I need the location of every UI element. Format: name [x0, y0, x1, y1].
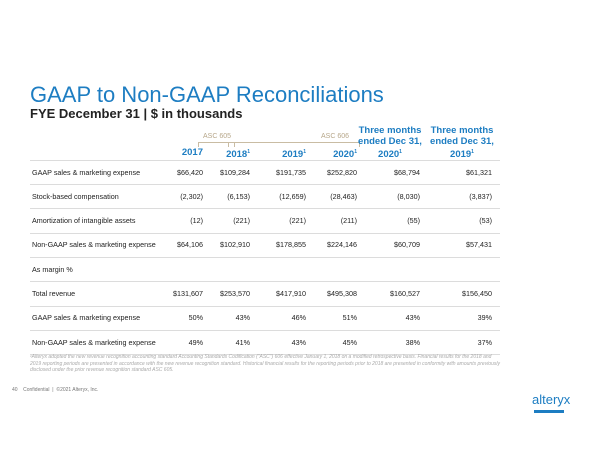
table-cell: $64,106	[177, 240, 203, 250]
table-cell: 45%	[342, 337, 357, 347]
table-cell: 43%	[405, 313, 420, 323]
page-subtitle: FYE December 31 | $ in thousands	[30, 106, 243, 121]
table-cell: (211)	[340, 216, 357, 226]
table-cell: 37%	[477, 337, 492, 347]
table-cell: $191,735	[276, 167, 306, 177]
row-label: As margin %	[32, 264, 73, 274]
column-header-text: Three months ended Dec 31, 2019	[430, 125, 494, 161]
table-cell: (2,302)	[180, 191, 203, 201]
table-cell: 51%	[342, 313, 357, 323]
table-cell: $156,450	[462, 289, 492, 298]
table-cell: $178,855	[276, 240, 306, 250]
page-number: 40	[12, 387, 18, 393]
table-cell: 39%	[477, 313, 492, 323]
table-row: Total revenue $131,607 $253,570 $417,910 $49…	[30, 282, 500, 307]
asc605-bracket	[198, 142, 235, 147]
column-header-text: Three months ended Dec 31, 2020	[358, 125, 422, 161]
table-cell: (3,837)	[469, 191, 492, 201]
asc606-label: ASC 606	[321, 133, 350, 140]
row-label: Non-GAAP sales & marketing expense	[32, 337, 156, 347]
row-label: Non-GAAP sales & marketing expense	[32, 240, 156, 250]
column-header: 2017	[133, 147, 203, 158]
table-cell: (28,463)	[330, 191, 357, 201]
column-header: 20181	[180, 147, 250, 160]
table-cell: (6,153)	[227, 191, 250, 201]
table-cell: $160,527	[390, 289, 420, 298]
row-label: GAAP sales & marketing expense	[32, 167, 141, 177]
table-cell: $102,910	[220, 240, 250, 250]
table-cell: $109,284	[220, 167, 250, 177]
column-header-text: 2019	[282, 149, 304, 161]
table-cell: 41%	[235, 337, 250, 347]
table-cell: $417,910	[276, 289, 306, 298]
table-cell: (55)	[407, 216, 420, 226]
footnote-mark: 1	[471, 149, 474, 155]
table-cell: $60,709	[394, 240, 420, 250]
table-cell: $66,420	[177, 167, 203, 177]
column-header: 20201	[287, 147, 357, 160]
table-row: GAAP sales & marketing expense $66,420 $10…	[30, 160, 500, 185]
row-label: Amortization of intangible assets	[32, 216, 136, 226]
row-label: GAAP sales & marketing expense	[32, 313, 141, 323]
table-row: Non-GAAP sales & marketing expense 49% 41%…	[30, 330, 500, 356]
table-row: Stock-based compensation (2,302) (6,153) (1…	[30, 184, 500, 210]
footnote-mark: 1	[303, 149, 306, 155]
table-cell: (8,030)	[397, 191, 420, 201]
column-header: 20191	[236, 147, 306, 160]
table-cell: (53)	[479, 216, 492, 226]
column-header-text: 2020	[333, 149, 355, 161]
column-header-text: 2018	[226, 149, 248, 161]
column-header: Three months ended Dec 31, 20201	[358, 125, 422, 160]
table-row: GAAP sales & marketing expense 50% 43% 46% 5…	[30, 306, 500, 331]
footnote-mark: 1	[399, 149, 402, 155]
table-cell: $61,321	[466, 167, 492, 177]
table-cell: $224,146	[327, 240, 357, 250]
footnote-mark: 1	[247, 149, 250, 155]
table-cell: $131,607	[173, 289, 203, 298]
asc605-label: ASC 605	[203, 133, 232, 140]
table-cell: 43%	[235, 313, 250, 323]
footer: 40 Confidential | ©2021 Alteryx, Inc.	[12, 387, 99, 393]
alteryx-logo: alteryx	[532, 392, 571, 407]
table-cell: 49%	[188, 337, 203, 347]
table-cell: (12,659)	[279, 191, 306, 201]
table-cell: 50%	[188, 313, 203, 323]
column-header-text: 2017	[181, 147, 203, 158]
header-divider	[30, 160, 500, 161]
table-row: Non-GAAP sales & marketing expense $64,10…	[30, 233, 500, 258]
table-cell: (221)	[289, 216, 306, 226]
table-cell: (221)	[233, 216, 250, 226]
footnote-mark: 1	[354, 149, 357, 155]
table-cell: $68,794	[394, 167, 420, 177]
confidential-label: Confidential	[23, 387, 50, 393]
table-row: As margin %	[30, 257, 500, 283]
table-cell: 46%	[291, 313, 306, 323]
table-cell: $253,570	[220, 289, 250, 298]
table-cell: (12)	[190, 216, 203, 226]
page-title: GAAP to Non-GAAP Reconciliations	[30, 82, 384, 107]
table-cell: 38%	[405, 337, 420, 347]
asc606-bracket	[228, 142, 360, 147]
table-cell: $57,431	[466, 240, 492, 250]
table-cell: $252,820	[327, 167, 357, 177]
copyright: ©2021 Alteryx, Inc.	[56, 387, 99, 393]
table-cell: 43%	[291, 337, 306, 347]
logo-bar	[534, 410, 564, 413]
table-cell: $495,308	[327, 289, 357, 298]
row-label: Total revenue	[32, 289, 76, 298]
column-header: Three months ended Dec 31, 20191	[430, 125, 494, 160]
table-row: Amortization of intangible assets (12) (22…	[30, 209, 500, 234]
footnote: ¹Alteryx adopted the new revenue recogni…	[30, 354, 500, 373]
row-label: Stock-based compensation	[32, 191, 119, 201]
